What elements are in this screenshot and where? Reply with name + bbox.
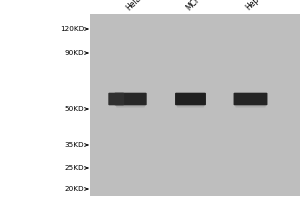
Text: Hela: Hela (124, 0, 143, 12)
FancyBboxPatch shape (175, 93, 206, 105)
FancyBboxPatch shape (233, 93, 268, 105)
Text: 25KD: 25KD (64, 165, 84, 171)
FancyBboxPatch shape (236, 103, 266, 108)
Text: 20KD: 20KD (64, 186, 84, 192)
FancyBboxPatch shape (116, 103, 145, 108)
Text: MCF-7: MCF-7 (184, 0, 207, 12)
Text: 120KD: 120KD (60, 26, 84, 32)
FancyBboxPatch shape (108, 93, 124, 105)
Text: HepG2: HepG2 (244, 0, 269, 12)
Bar (90, 14, 300, 196)
FancyBboxPatch shape (177, 103, 204, 108)
Text: 35KD: 35KD (64, 142, 84, 148)
Text: 90KD: 90KD (64, 50, 84, 56)
Text: 50KD: 50KD (64, 106, 84, 112)
FancyBboxPatch shape (114, 93, 147, 105)
